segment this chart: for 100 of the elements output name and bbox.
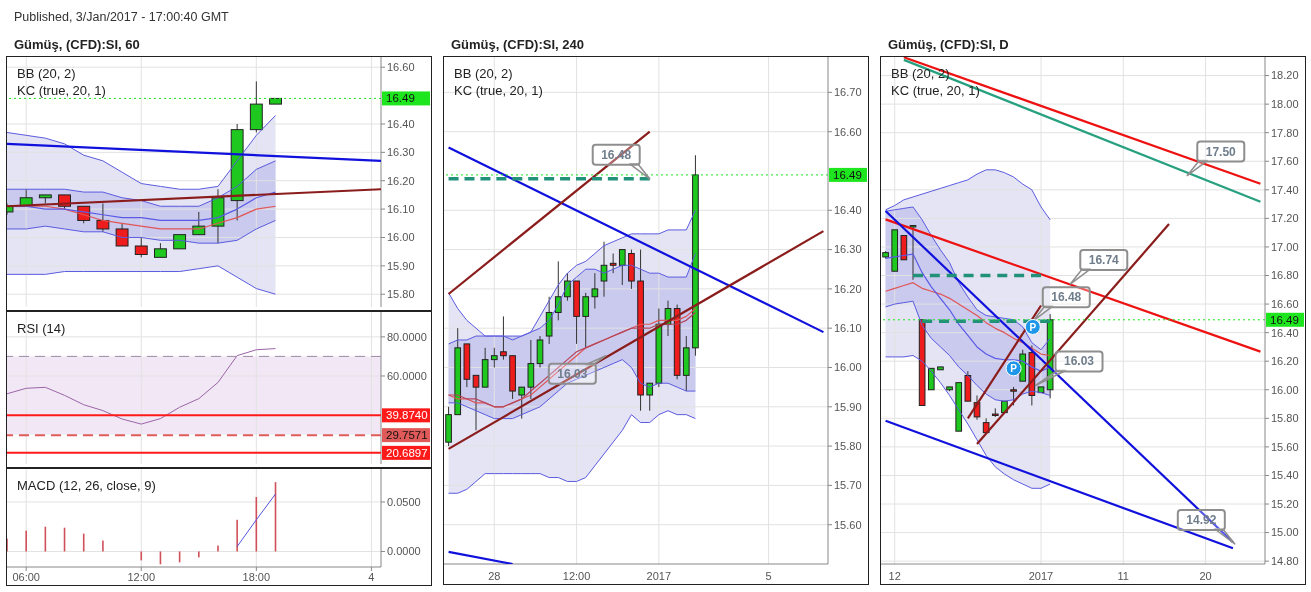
y-tick-label: 16.00 [1271,383,1299,396]
y-tick-label: 16.30 [834,243,862,256]
y-tick-label: 17.60 [1271,155,1299,168]
y-tick-label: 15.60 [1271,440,1299,453]
candlestick [545,296,553,345]
y-tick-label: 15.80 [1271,412,1299,425]
line-series [448,209,696,341]
ref-line-label: 16.49 [833,168,862,181]
ref-line-label: 29.7571 [386,429,428,442]
y-tick-label: 14.80 [1271,555,1299,568]
y-tick-label: 60.0000 [387,369,427,382]
candlestick [618,249,626,286]
y-tick-label: 16.00 [387,231,415,244]
y-tick-label: 15.80 [834,440,862,452]
y-tick-label: 16.10 [834,322,862,335]
y-tick-label: 15.80 [387,288,415,301]
y-tick-label: 16.70 [834,86,862,99]
line-series [885,300,1051,402]
x-tick-label: 18:00 [242,570,271,583]
y-tick-label: 16.20 [1271,355,1299,368]
y-tick-label: 16.20 [387,174,415,187]
line-series [448,410,696,494]
x-tick-label: 12:00 [127,570,156,583]
ref-line-label: 39.8740 [386,409,428,422]
y-tick-label: 15.90 [834,400,862,413]
x-tick-label: 06:00 [12,570,40,583]
x-tick-label: 12:00 [562,569,591,582]
y-tick-label: 16.60 [387,61,415,74]
text: RSI (14) [17,320,66,337]
x-tick-label: 28 [488,569,501,582]
annotation: BB (20, 2) [454,65,514,82]
ref-line-label: 16.49 [386,92,415,105]
x-tick-label: 2017 [1028,569,1054,582]
y-tick-label: 0.0000 [387,545,421,558]
candlestick [1010,386,1017,406]
candlestick [582,292,590,349]
candlestick [909,225,917,281]
price-tag: 16.49 [829,167,867,182]
line-series [7,265,277,295]
price-tag: 39.8740 [382,408,430,423]
line-series [885,354,1051,489]
candlestick [518,386,526,420]
annotation: P [1029,321,1037,333]
annotation: KC (true, 20, 1) [454,82,543,99]
x-tick-label: 2017 [646,569,672,582]
y-tick-label: 15.90 [387,259,415,272]
annotation: 17.50 [1205,144,1237,159]
candlestick [134,236,148,258]
y-tick-label: 0.0500 [387,495,421,508]
y-tick-label: 18.00 [1271,98,1299,111]
line-series [884,282,1051,357]
y-tick-label: 16.40 [1271,326,1299,339]
y-tick-label: 16.40 [834,204,862,217]
y-tick-label: 18.20 [1271,69,1299,82]
y-tick-label: 15.00 [1271,526,1299,539]
y-tick-label: 15.60 [834,518,862,531]
y-tick-label: 16.40 [387,117,415,130]
candlestick [591,272,599,310]
y-tick-label: 17.40 [1271,183,1299,196]
candlestick [472,374,480,431]
callout-bubble: 16.03 [1034,350,1104,387]
chart-title: Gümüş, (CFD):SI, 240 [451,37,584,52]
candlestick [527,339,535,400]
x-tick-label: 11 [1117,569,1129,582]
ref-line-label: 20.6897 [386,446,428,459]
chart-title: Gümüş, (CFD):SI, 60 [14,37,140,52]
candlestick [490,347,498,368]
y-tick-label: 17.80 [1271,126,1299,139]
y-tick-label: 17.00 [1271,240,1299,253]
candlestick [536,335,544,368]
price-tag: 29.7571 [382,428,430,443]
line-series [7,348,277,425]
line-series [7,114,277,190]
y-tick-label: 16.10 [387,203,415,215]
line-series [7,160,277,207]
candlestick [609,253,617,274]
y-tick-label: 16.80 [1271,269,1299,282]
y-tick-label: 80.0000 [387,330,427,343]
candlestick [500,315,507,361]
x-tick-label: 20 [1199,569,1212,582]
text: MACD (12, 26, close, 9) [17,477,156,494]
ref-line-label: 16.49 [1270,313,1299,326]
candlestick [646,382,654,412]
letter-badge: P [1005,360,1022,377]
annotation: P [1010,363,1018,375]
y-tick-label: 16.20 [834,282,862,295]
x-tick-label: 5 [765,569,772,582]
y-tick-label: 16.00 [834,361,862,374]
annotation: 16.48 [1051,290,1082,305]
x-tick-label: 12 [888,569,901,582]
y-tick-label: 15.20 [1271,497,1299,510]
candlestick [96,202,110,233]
price-tag: 20.6897 [382,445,430,460]
y-tick-label: 15.40 [1271,469,1299,482]
y-tick-label: 15.70 [834,479,862,492]
letter-badge: P [1024,318,1041,335]
y-tick-label: 16.60 [834,125,862,138]
price-tag: 16.49 [382,91,430,106]
annotation: 16.74 [1088,253,1120,268]
chart-title: Gümüş, (CFD):SI, D [888,37,1009,52]
